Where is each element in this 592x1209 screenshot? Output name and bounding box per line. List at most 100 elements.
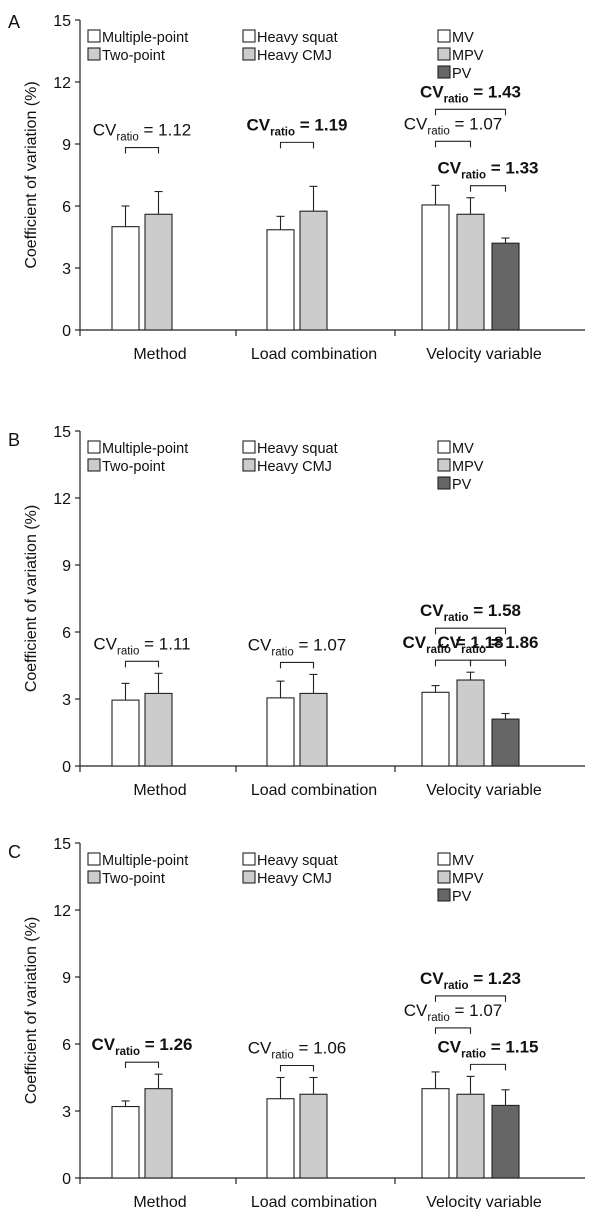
cv-value: = 1.07 — [450, 1001, 502, 1020]
legend-swatch — [437, 888, 451, 902]
legend-label: PV — [452, 889, 472, 905]
legend-label: Two-point — [102, 459, 165, 475]
cv-main: CV — [93, 634, 117, 653]
bar — [111, 699, 140, 767]
y-tick-label: 9 — [62, 137, 71, 154]
bar — [456, 679, 485, 767]
cv-sub: ratio — [116, 132, 138, 144]
cv-sub: ratio — [444, 612, 469, 624]
annotation-bracket — [124, 1061, 160, 1069]
category-label: Velocity variable — [426, 346, 542, 363]
cv-main: CV — [437, 159, 461, 178]
legend-label: Heavy CMJ — [257, 48, 332, 64]
legend-label: MV — [452, 441, 474, 457]
annotation-bracket — [434, 108, 507, 116]
cv-value: = 1.07 — [294, 635, 346, 654]
legend-swatch — [242, 29, 256, 43]
y-tick-label: 9 — [62, 970, 71, 987]
legend-label: MPV — [452, 871, 484, 887]
cv-value: = 1.11 — [139, 634, 190, 653]
cv-ratio-label: CVratio = 1.07 — [404, 114, 502, 137]
category-label: Load combination — [251, 782, 377, 799]
cv-ratio-label: CVratio = 1.26 — [91, 1035, 192, 1058]
cv-value: = 1.15 — [486, 1037, 538, 1056]
legend-swatch — [437, 852, 451, 866]
legend-label: Heavy squat — [257, 853, 338, 869]
cv-ratio-label: CVratio = 1.06 — [248, 1039, 346, 1062]
legend-swatch — [437, 458, 451, 472]
bar — [111, 1105, 140, 1179]
cv-sub: ratio — [461, 170, 486, 182]
cv-ratio-label: CVratio = 1.11 — [93, 634, 190, 657]
y-tick-label: 6 — [62, 625, 71, 642]
annotation-bracket — [434, 995, 507, 1002]
category-label: Load combination — [251, 1194, 377, 1209]
cv-value: = 1.19 — [295, 115, 347, 134]
cv-sub: ratio — [117, 645, 139, 657]
bar — [491, 718, 520, 767]
annotation-bracket — [434, 140, 472, 148]
cv-value: = 1.26 — [140, 1035, 192, 1054]
cv-ratio-label: CVratio = 1.12 — [93, 121, 191, 144]
category-label: Velocity variable — [426, 1194, 542, 1209]
y-tick-label: 3 — [62, 261, 71, 278]
y-tick-label: 9 — [62, 558, 71, 575]
bar — [299, 692, 328, 767]
bar — [421, 204, 450, 331]
legend-label: MV — [452, 853, 474, 869]
legend-swatch — [437, 47, 451, 61]
cv-sub: ratio — [271, 646, 293, 658]
bar — [491, 1104, 520, 1179]
bar — [421, 1088, 450, 1179]
bar — [144, 1088, 173, 1179]
legend-label: Heavy squat — [257, 441, 338, 457]
legend-label: MV — [452, 30, 474, 46]
bar — [299, 1093, 328, 1179]
legend-swatch — [87, 870, 101, 884]
legend-label: Multiple-point — [102, 30, 188, 46]
cv-main: CV — [420, 82, 444, 101]
cv-sub: ratio — [115, 1046, 140, 1058]
legend-label: MPV — [452, 459, 484, 475]
legend-label: PV — [452, 66, 472, 82]
cv-sub: ratio — [426, 644, 451, 656]
panel-letter: A — [8, 12, 20, 32]
legend-swatch — [87, 852, 101, 866]
category-label: Velocity variable — [426, 782, 542, 799]
bar — [456, 213, 485, 331]
cv-ratio-label: CVratio = 1.58 — [420, 601, 521, 624]
cv-ratio-label: CVratio = 1.07 — [248, 635, 346, 658]
legend-swatch — [242, 852, 256, 866]
cv-main: CV — [404, 114, 428, 133]
bar — [421, 691, 450, 767]
bar — [111, 226, 140, 331]
legend-swatch — [242, 458, 256, 472]
annotation-bracket — [469, 1063, 507, 1071]
cv-value: = 1.23 — [469, 969, 521, 988]
panel-letter: C — [8, 842, 21, 862]
annotation-bracket — [279, 141, 315, 149]
annotation-bracket — [434, 1027, 472, 1034]
cv-main: CV — [420, 601, 444, 620]
cv-ratio-label: CVratio = 1.23 — [420, 969, 521, 992]
cv-main: CV — [246, 115, 270, 134]
cv-main: CV — [437, 633, 461, 652]
legend-label: Heavy squat — [257, 30, 338, 46]
legend-label: Multiple-point — [102, 441, 188, 457]
cv-sub: ratio — [444, 93, 469, 105]
legend-swatch — [437, 476, 451, 490]
legend-swatch — [87, 440, 101, 454]
cv-main: CV — [248, 635, 272, 654]
y-tick-label: 3 — [62, 1104, 71, 1121]
y-axis-label: Coefficient of variation (%) — [23, 505, 40, 692]
y-tick-label: 0 — [62, 759, 71, 776]
cv-sub: ratio — [461, 644, 486, 656]
category-label: Method — [133, 346, 186, 363]
cv-value: = 1.07 — [450, 114, 502, 133]
y-tick-label: 0 — [62, 1171, 71, 1188]
category-label: Method — [133, 782, 186, 799]
cv-ratio-label: CVratio = 1.19 — [246, 115, 347, 138]
legend-swatch — [242, 440, 256, 454]
annotation-bracket — [434, 627, 507, 635]
